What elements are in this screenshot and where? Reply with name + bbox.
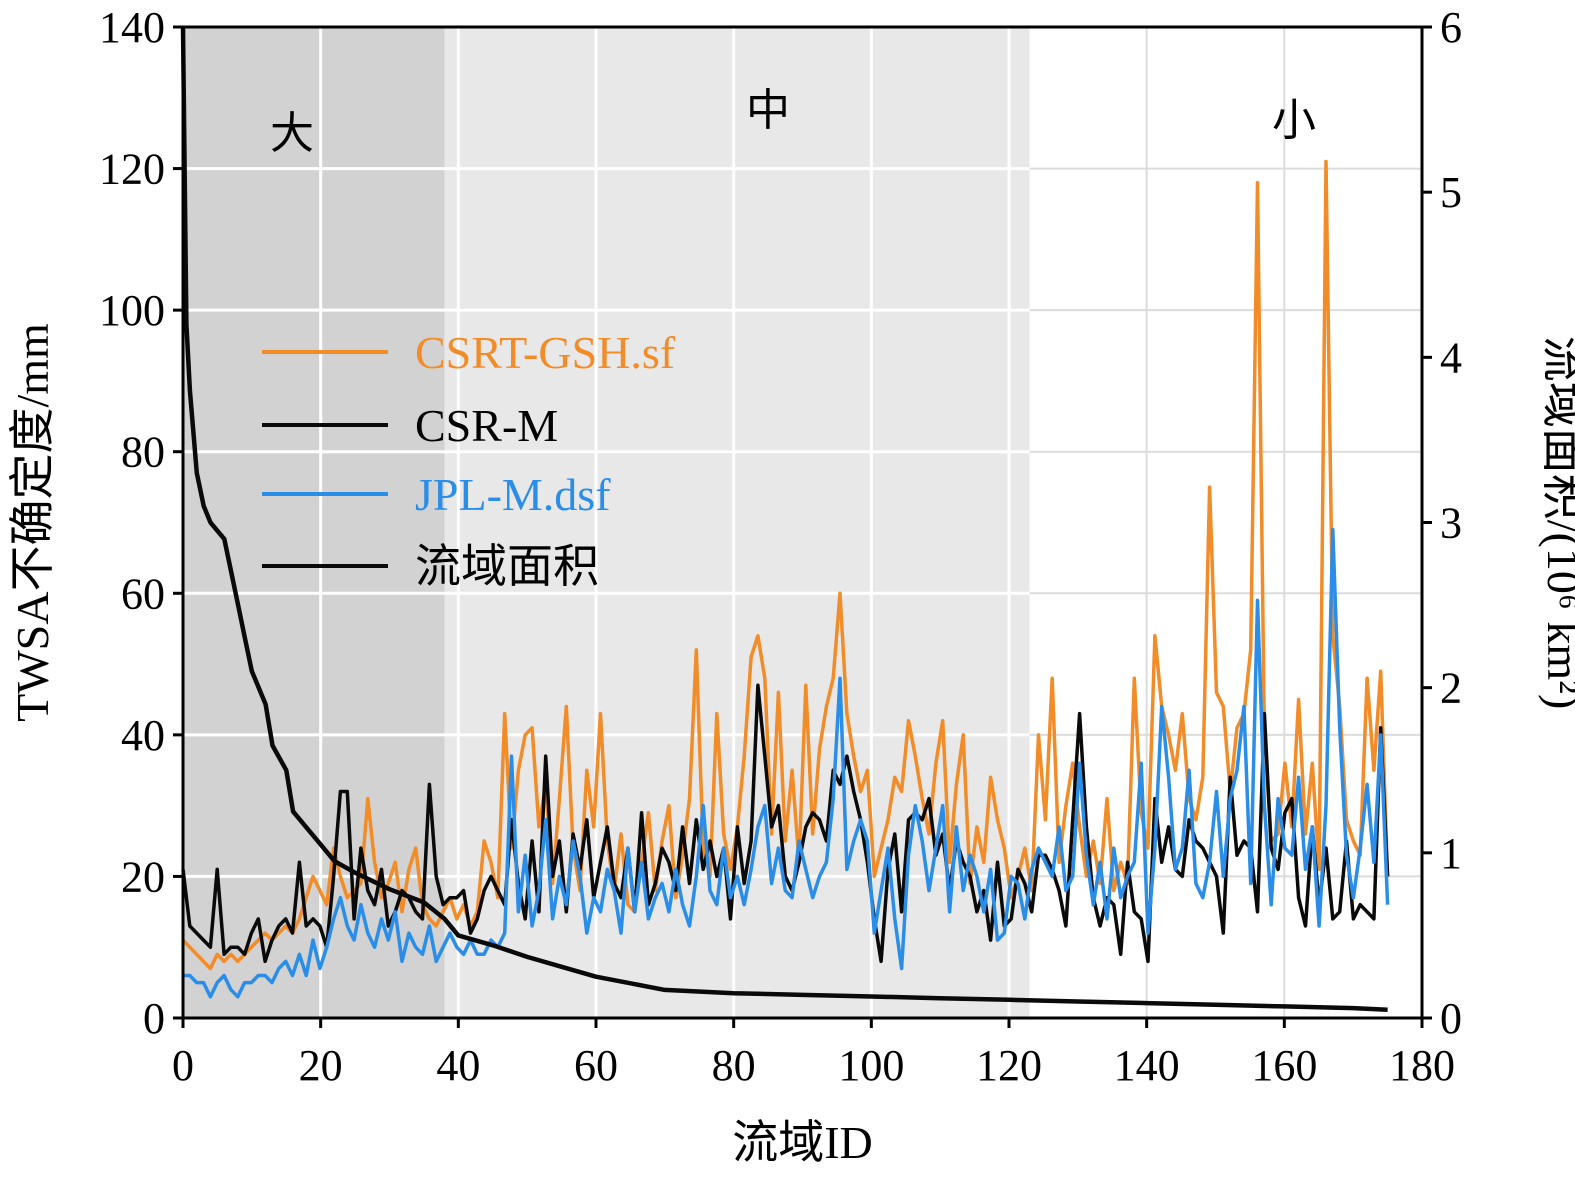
y-tick-label: 0 <box>143 994 165 1043</box>
y2-tick-label: 6 <box>1440 3 1462 52</box>
y-tick-label: 140 <box>99 3 165 52</box>
y2-axis-title: 流域面积/(10⁶ km²) <box>1538 336 1575 710</box>
x-axis-title: 流域ID <box>732 1117 873 1168</box>
legend-label-2: JPL-M.dsf <box>415 469 611 520</box>
region-bg-0 <box>183 27 445 1018</box>
x-tick-label: 20 <box>299 1041 343 1090</box>
x-tick-label: 100 <box>838 1041 904 1090</box>
x-tick-label: 140 <box>1114 1041 1180 1090</box>
y2-tick-label: 5 <box>1440 168 1462 217</box>
series-line-2 <box>183 527 1390 999</box>
legend-label-3: 流域面积 <box>415 541 599 592</box>
y-tick-label: 120 <box>99 145 165 194</box>
region-label-2: 小 <box>1272 95 1316 146</box>
legend: CSRT-GSH.sf CSR-M JPL-M.dsf 流域面积 <box>262 327 676 592</box>
x-tick-label: 60 <box>574 1041 618 1090</box>
region-label-1: 中 <box>746 85 790 136</box>
x-tick-label: 160 <box>1251 1041 1317 1090</box>
legend-label-1: CSR-M <box>415 400 558 451</box>
region-bg-1 <box>444 27 1030 1018</box>
series-lines <box>180 26 1390 1012</box>
x-tick-label: 80 <box>712 1041 756 1090</box>
y2-tick-label: 4 <box>1440 333 1462 382</box>
y2-tick-label: 2 <box>1440 664 1462 713</box>
y-tick-label: 100 <box>99 286 165 335</box>
y-tick-label: 60 <box>121 569 165 618</box>
x-tick-label: 180 <box>1389 1041 1455 1090</box>
y2-tick-label: 1 <box>1440 829 1462 878</box>
region-label-0: 大 <box>270 108 314 159</box>
region-labels: 大中小 <box>270 85 1316 159</box>
legend-label-0: CSRT-GSH.sf <box>415 327 676 378</box>
y2-tick-label: 0 <box>1440 994 1462 1043</box>
y2-tick-label: 3 <box>1440 499 1462 548</box>
size-regions <box>183 27 1422 1018</box>
y-tick-label: 20 <box>121 852 165 901</box>
x-tick-label: 40 <box>436 1041 480 1090</box>
series-line-3 <box>180 26 1388 1012</box>
y-axis-title: TWSA不确定度/mm <box>7 323 58 722</box>
y2-axis-ticks: 0 1 2 3 4 5 6 <box>1422 3 1462 1043</box>
x-axis-ticks: 0 20 40 60 80 100 120 140 160 180 <box>172 1018 1455 1090</box>
y-tick-label: 80 <box>121 428 165 477</box>
x-tick-label: 120 <box>976 1041 1042 1090</box>
y-tick-label: 40 <box>121 711 165 760</box>
x-tick-label: 0 <box>172 1041 194 1090</box>
y-axis-ticks: 0 20 40 60 80 100 120 140 <box>99 3 183 1043</box>
